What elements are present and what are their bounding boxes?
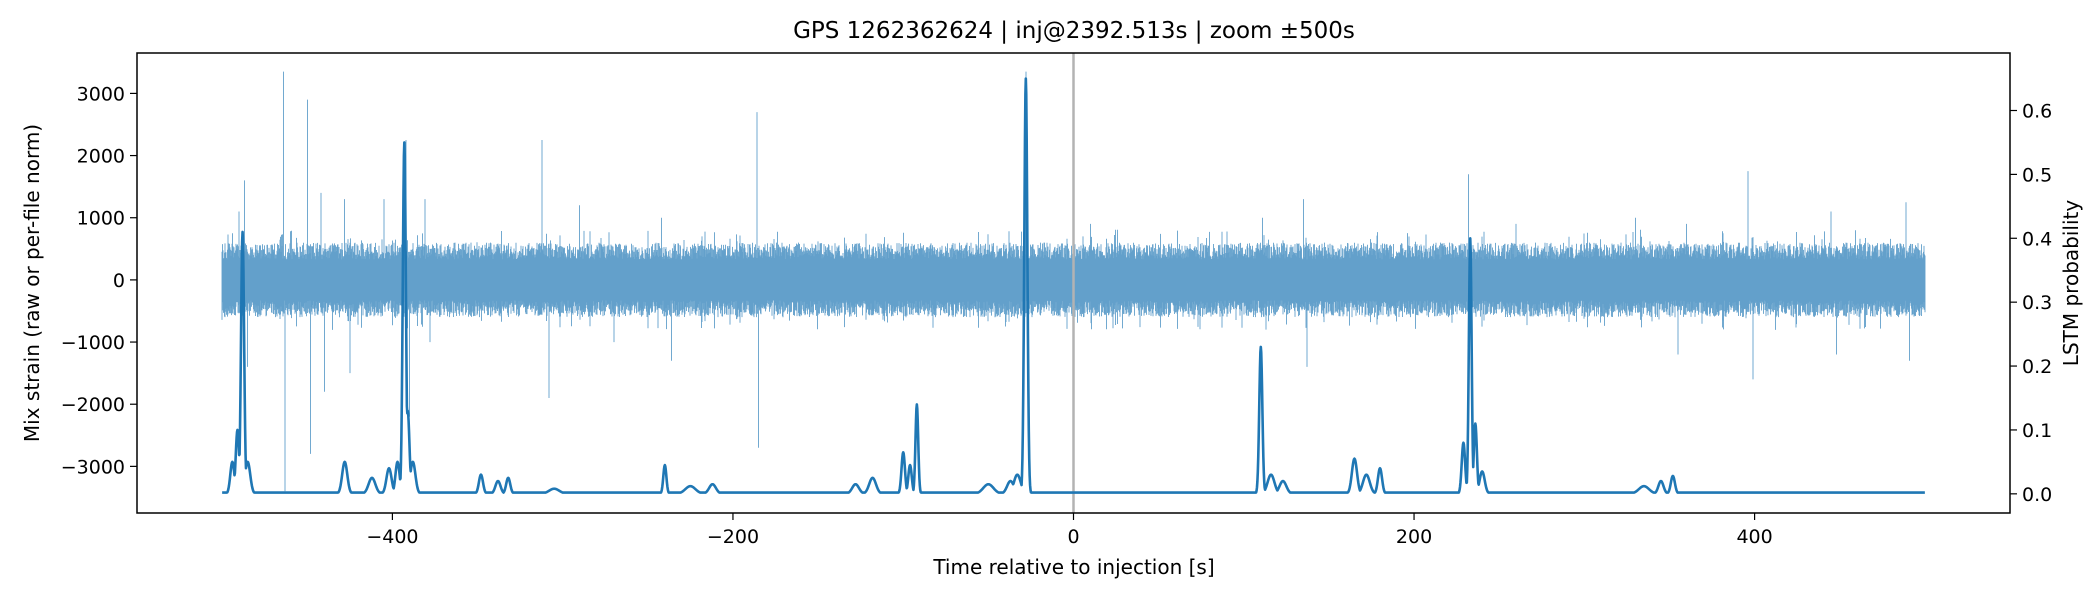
x-tick-label: 400 — [1736, 526, 1772, 548]
left-axis-ticks: −3000 −2000 −1000 0 1000 2000 3000 — [61, 83, 137, 478]
right-tick-label: 0.2 — [2022, 356, 2052, 378]
left-axis-label: Mix strain (raw or per-file norm) — [20, 124, 44, 442]
x-axis-ticks: −400 −200 0 200 400 — [366, 513, 1773, 548]
right-tick-label: 0.5 — [2022, 164, 2052, 186]
probability-series — [221, 77, 1926, 494]
right-axis-label: LSTM probability — [2059, 200, 2083, 367]
x-axis-label: Time relative to injection [s] — [932, 555, 1214, 579]
left-tick-label: 1000 — [77, 208, 125, 230]
right-tick-label: 0.1 — [2022, 420, 2052, 442]
x-tick-label: −200 — [707, 526, 759, 548]
left-tick-label: 0 — [113, 270, 125, 292]
left-tick-label: −1000 — [61, 332, 125, 354]
strain-series — [221, 71, 1926, 492]
right-axis-ticks: 0.0 0.1 0.2 0.3 0.4 0.5 0.6 — [2010, 101, 2052, 506]
x-tick-label: 0 — [1067, 526, 1079, 548]
left-tick-label: 3000 — [77, 83, 125, 105]
left-tick-label: −2000 — [61, 394, 125, 416]
chart-title: GPS 1262362624 | inj@2392.513s | zoom ±5… — [793, 18, 1355, 44]
x-tick-label: 200 — [1396, 526, 1432, 548]
left-tick-label: −3000 — [61, 456, 125, 478]
left-tick-label: 2000 — [77, 146, 125, 168]
plot-layer — [221, 53, 1926, 513]
right-tick-label: 0.4 — [2022, 228, 2052, 250]
right-tick-label: 0.3 — [2022, 292, 2052, 314]
right-tick-label: 0.6 — [2022, 101, 2052, 123]
x-tick-label: −400 — [366, 526, 418, 548]
right-tick-label: 0.0 — [2022, 484, 2052, 506]
